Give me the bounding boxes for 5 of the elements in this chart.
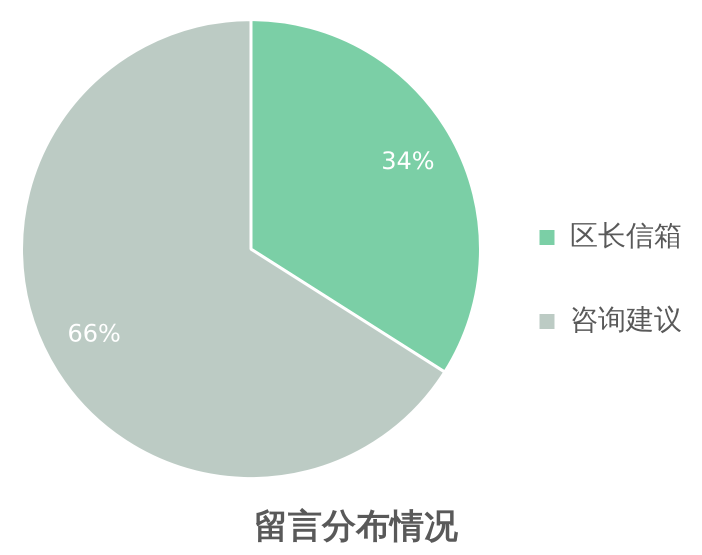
legend-label: 区长信箱	[570, 218, 682, 252]
data-label: 66%	[67, 320, 121, 348]
text: 留言分布情况	[254, 506, 459, 546]
legend-label: 咨询建议	[570, 302, 682, 336]
data-label: 34%	[381, 147, 435, 176]
